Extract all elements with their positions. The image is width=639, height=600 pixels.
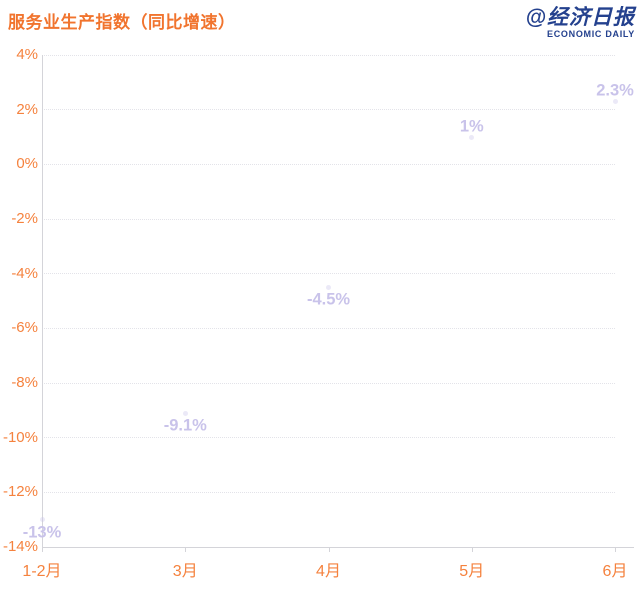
y-grid-line — [42, 491, 615, 493]
y-axis-tick-label: -14% — [2, 538, 38, 555]
x-axis-tick-label: 4月 — [316, 563, 341, 580]
data-point-dot[interactable] — [39, 517, 45, 523]
y-grid-line — [42, 163, 615, 165]
x-axis-tick — [185, 547, 187, 552]
x-axis-tick-label: 1-2月 — [22, 563, 62, 580]
economic-daily-logo: @经济日报 ECONOMIC DAILY — [526, 6, 635, 39]
data-point-dot[interactable] — [326, 284, 331, 290]
y-grid-line — [42, 54, 615, 56]
data-point-dot[interactable] — [182, 410, 188, 416]
y-grid-line — [42, 382, 615, 384]
y-grid-line — [42, 273, 615, 275]
x-axis-tick — [471, 547, 473, 552]
y-axis-tick-label: -10% — [2, 428, 38, 446]
y-axis-tick-label: -6% — [11, 319, 38, 337]
logo-english-text: ECONOMIC DAILY — [547, 29, 635, 39]
data-label: -13% — [22, 523, 62, 542]
x-axis-tick-label: 6月 — [602, 563, 628, 580]
y-axis-line — [42, 55, 43, 547]
y-axis-tick-label: -12% — [2, 483, 38, 501]
y-axis-tick-label: 4% — [16, 46, 38, 63]
logo-chinese-calligraphy-text: @经济日报 — [525, 6, 635, 29]
x-axis-tick-label: 5月 — [459, 563, 485, 580]
x-axis-tick — [615, 547, 616, 552]
data-label: -4.5% — [306, 290, 351, 309]
y-grid-line — [42, 327, 615, 329]
y-axis-tick-label: 2% — [16, 100, 38, 118]
page-title: 服务业生产指数（同比增速） — [8, 13, 236, 32]
data-label: -9.1% — [163, 416, 207, 435]
x-axis-tick — [42, 547, 43, 552]
x-axis-tick — [328, 547, 330, 552]
x-axis-line — [42, 547, 634, 548]
y-grid-line — [42, 218, 615, 220]
data-label: 2.3% — [596, 81, 634, 100]
data-point-dot[interactable] — [469, 134, 475, 140]
y-axis-tick-label: -8% — [11, 374, 38, 391]
data-label: 1% — [459, 117, 484, 136]
y-axis-tick-label: -2% — [11, 210, 38, 227]
y-axis-tick-label: -4% — [11, 264, 38, 282]
y-axis-tick-label: 0% — [16, 155, 38, 173]
y-grid-line — [42, 109, 615, 111]
y-grid-line — [42, 437, 615, 439]
x-axis-tick-label: 3月 — [172, 563, 198, 580]
data-point-dot[interactable] — [612, 98, 618, 104]
